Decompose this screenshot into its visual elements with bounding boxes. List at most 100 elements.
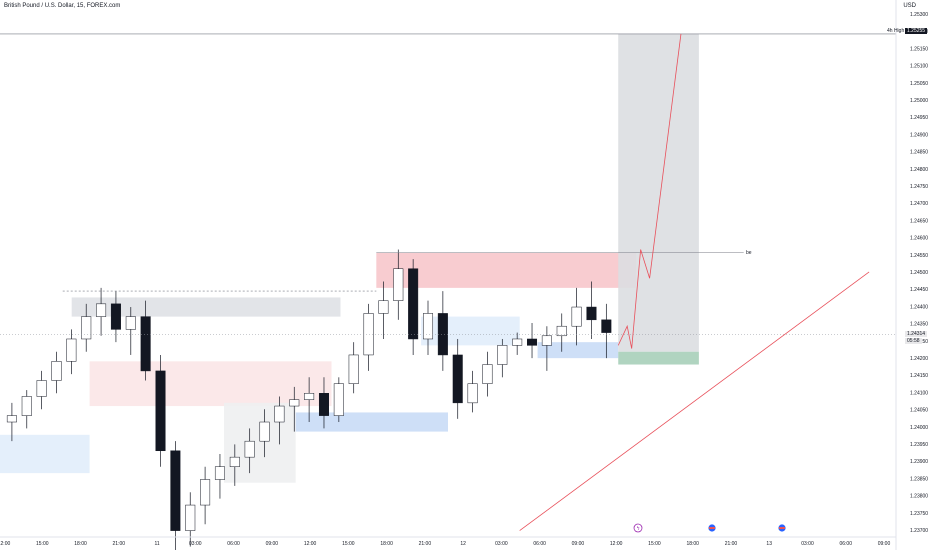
y-tick-label: 1.25000 [910, 98, 928, 104]
y-tick-label: 1.24900 [910, 132, 928, 138]
candle-body [51, 361, 62, 381]
demand-zone-blue-small [537, 342, 619, 359]
candle-body [422, 313, 434, 340]
candle-body [482, 364, 493, 384]
y-tick-label: 1.25100 [910, 64, 928, 70]
x-tick-label: 03:00 [495, 541, 508, 547]
candle-body [81, 316, 92, 340]
y-tick-label: 1.24450 [910, 287, 928, 293]
x-tick-label: 11 [154, 541, 159, 547]
x-tick-label: 09:00 [878, 541, 891, 547]
supply-zone-red-left [89, 361, 332, 407]
y-tick-label: 1.25050 [910, 81, 928, 87]
candle-body [556, 325, 567, 337]
candle-body [244, 440, 255, 458]
x-tick-label: 18:00 [380, 541, 393, 547]
marker-circle [633, 523, 643, 533]
marker-glyph: ϟ [637, 526, 640, 532]
ascending-trendline [519, 271, 870, 531]
time-axis: 12:00 15:00 18:00 21:00 11 03:00 06:00 09:00 12:… [0, 536, 896, 547]
x-tick-label: 21:00 [725, 541, 738, 547]
candle-body [437, 313, 448, 356]
y-tick-label: 1.23850 [910, 476, 928, 482]
candle-body [66, 338, 77, 362]
y-tick-label: 1.23900 [910, 459, 928, 465]
candle-body [110, 303, 121, 330]
y-tick-label: 1.24700 [910, 201, 928, 207]
x-tick-label: 06:00 [533, 541, 546, 547]
y-tick-label: 1.23950 [910, 442, 928, 448]
y-tick-label: 1.24550 [910, 253, 928, 259]
currency-label: USD [903, 3, 916, 9]
x-tick-label: 18:00 [74, 541, 87, 547]
candle-body [96, 303, 107, 317]
supply-zone-gray-1 [71, 297, 341, 317]
candle-body [348, 354, 359, 384]
supply-zone-red-top [376, 252, 637, 288]
demand-zone-blue-right [421, 316, 520, 346]
y-tick-label: 1.24400 [910, 304, 928, 310]
candle-body [586, 306, 597, 321]
x-tick-label: 21:00 [419, 541, 432, 547]
symbol-title: British Pound / U.S. Dollar, 15, FOREX.c… [4, 3, 121, 9]
y-tick-label: 1.24150 [910, 373, 928, 379]
zones-layer [0, 33, 699, 483]
candle-body [512, 338, 523, 346]
x-tick-label: 21:00 [113, 541, 126, 547]
x-tick-label: 09:00 [266, 541, 279, 547]
candle-body [304, 393, 315, 400]
overlay-layer [0, 33, 896, 531]
price-axis: 1.253001.252001.251501.251001.250501.250… [895, 0, 928, 550]
candle-body [36, 380, 47, 397]
flag-stripe [779, 527, 785, 529]
candle-body [274, 405, 285, 423]
countdown-tag: 05:58 [905, 338, 922, 344]
candles-layer [6, 249, 612, 550]
candle-body [200, 479, 211, 506]
lightning-icon: ϟ [633, 523, 643, 533]
x-tick-label: 15:00 [648, 541, 661, 547]
y-tick-label: 1.23750 [910, 511, 928, 517]
y-tick-label: 1.24050 [910, 408, 928, 414]
y-tick-label: 1.25150 [910, 46, 928, 52]
candle-body [125, 316, 136, 330]
x-tick-label: 18:00 [686, 541, 699, 547]
y-tick-label: 1.25300 [910, 12, 928, 18]
candle-body [527, 338, 538, 346]
x-tick-label: 13 [766, 541, 772, 547]
x-tick-label: 09:00 [572, 541, 585, 547]
y-tick-label: 1.24800 [910, 167, 928, 173]
candle-body [185, 504, 196, 531]
y-tick-label: 1.23800 [910, 494, 928, 500]
demand-zone-blue-mid [295, 412, 448, 432]
candle-body [452, 354, 463, 404]
candle-body [214, 466, 225, 480]
x-tick-label: 06:00 [227, 541, 240, 547]
four-h-high-label: 4h High [887, 28, 905, 34]
y-tick-label: 1.23700 [910, 528, 928, 534]
us-flag-icon [707, 523, 717, 533]
x-tick-label: 12:00 [304, 541, 317, 547]
candle-body [541, 335, 552, 346]
candle-body [140, 316, 151, 372]
x-tick-label: 12 [460, 541, 466, 547]
position-target-box [618, 33, 699, 352]
projection-path [617, 33, 682, 349]
top-price-tag: 1.25255 [905, 28, 928, 34]
last-price-tag: 1.24314 [905, 331, 928, 337]
event-markers: ϟ [633, 523, 787, 533]
candle-body [408, 268, 419, 340]
candle-body [229, 456, 240, 467]
candle-body [497, 345, 508, 365]
y-tick-label: 1.24350 [910, 322, 928, 328]
x-tick-label: 06:00 [839, 541, 852, 547]
candle-body [571, 306, 582, 327]
y-tick-label: 1.24650 [910, 218, 928, 224]
candle-body [289, 399, 300, 407]
x-tick-label: 15:00 [342, 541, 355, 547]
x-tick-label: 03:00 [189, 541, 202, 547]
y-tick-label: 1.24750 [910, 184, 928, 190]
x-tick-label: 12:00 [0, 541, 10, 547]
position-stop-box [618, 351, 699, 365]
